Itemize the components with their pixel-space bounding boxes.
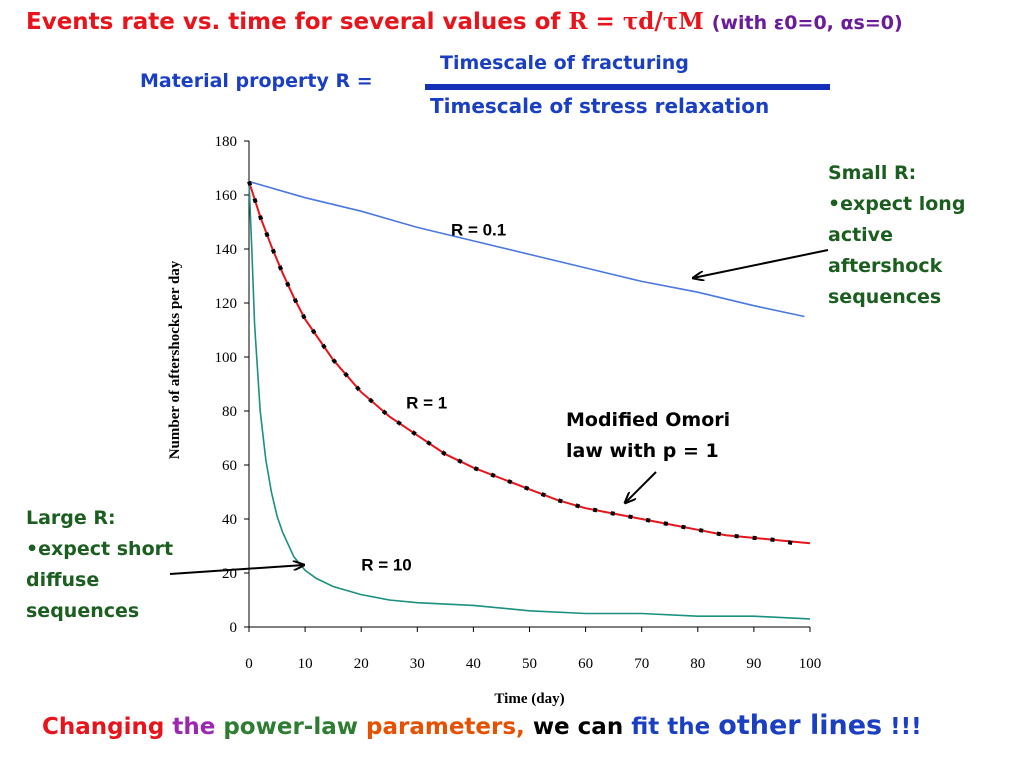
curve-label-0: R = 0.1 [451,221,506,240]
footer-word-8: !!! [890,714,922,740]
x-tick-label: 70 [634,656,649,672]
material-property-label: Material property R = [140,70,373,92]
y-tick-label: 120 [215,296,238,312]
footer-word-3: power-law [223,714,358,740]
x-tick-label: 10 [298,656,313,672]
y-axis-label: Number of aftershocks per day [167,260,183,459]
x-tick-label: 90 [746,656,761,672]
title-tau-ratio: τd/τM [622,8,704,35]
arrow-small-r [693,249,829,278]
footer-message: Changing the power-law parameters, we ca… [42,710,922,741]
page-title: Events rate vs. time for several values … [26,8,903,35]
small-r-note: Small R: •expect long active aftershock … [828,158,998,313]
curve-label-2: R = 10 [361,555,412,574]
large-r-detail: •expect short diffuse sequences [26,538,174,622]
arrow-large-r [169,565,304,575]
y-tick-label: 80 [222,404,237,420]
small-r-detail: •expect long active aftershock sequences [828,193,966,308]
footer-word-7: other lines [718,710,883,741]
x-tick-label: 40 [466,656,481,672]
y-tick-label: 100 [215,350,238,366]
omori-line-2: law with p = 1 [566,440,719,462]
x-tick-label: 20 [354,656,369,672]
y-tick-label: 140 [215,242,238,258]
omori-note: Modified Omori law with p = 1 [566,405,730,467]
labels-layer: R = 0.1 R = 1 R = 10 [361,221,506,575]
fraction-denominator: Timescale of stress relaxation [430,94,770,118]
omori-line-1: Modified Omori [566,409,731,431]
footer-word-5: we can [532,714,624,740]
title-r-symbol: R = [568,8,615,35]
x-tick-label: 50 [522,656,537,672]
y-tick-label: 160 [215,188,238,204]
footer-word-4: parameters, [366,714,525,740]
x-axis-label: Time (day) [494,691,564,707]
large-r-note: Large R: •expect short diffuse sequences [26,503,206,627]
y-tick-label: 60 [222,458,237,474]
footer-word-2: the [172,714,216,740]
large-r-heading: Large R: [26,507,116,529]
y-tick-label: 40 [222,512,237,528]
series-layer [247,180,811,620]
y-tick-label: 20 [222,566,237,582]
x-tick-label: 80 [690,656,705,672]
series-line-0 [248,180,805,318]
x-tick-label: 30 [410,656,425,672]
arrow-omori [625,471,657,503]
footer-word-1: Changing [42,714,165,740]
y-tick-label: 180 [215,134,238,150]
fraction-bar [425,84,830,90]
series-line-2 [248,181,811,620]
x-tick-label: 100 [799,656,822,672]
title-with-params: (with ε0=0, αs=0) [711,12,903,34]
x-tick-label: 60 [578,656,593,672]
footer-word-6: fit the [631,714,711,740]
title-text: Events rate vs. time for several values … [26,9,561,35]
small-r-heading: Small R: [828,162,917,184]
curve-label-1: R = 1 [406,393,447,412]
y-tick-label: 0 [230,620,238,636]
x-tick-label: 0 [245,656,253,672]
series-line-3 [247,180,794,546]
fraction-numerator: Timescale of fracturing [440,52,689,74]
